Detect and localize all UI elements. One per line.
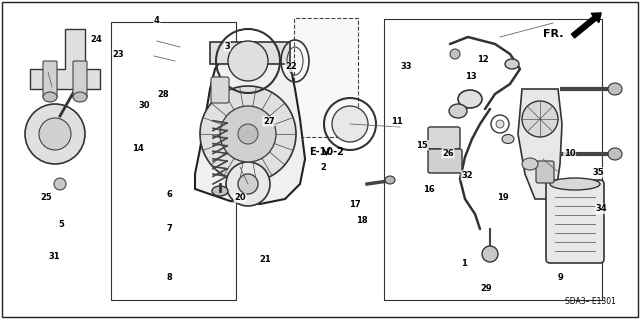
Text: 33: 33: [401, 63, 412, 71]
Ellipse shape: [505, 59, 519, 69]
Ellipse shape: [550, 178, 600, 190]
Text: 14: 14: [132, 144, 143, 153]
Text: 5: 5: [58, 220, 64, 229]
FancyBboxPatch shape: [211, 77, 229, 103]
Bar: [210, 42, 290, 64]
Ellipse shape: [502, 135, 514, 144]
Text: 9: 9: [557, 273, 563, 282]
Text: 22: 22: [285, 63, 297, 71]
FancyBboxPatch shape: [536, 161, 554, 183]
PathPatch shape: [195, 44, 305, 204]
Ellipse shape: [332, 106, 368, 142]
Text: 18: 18: [356, 216, 367, 225]
Text: SDA3– E1301: SDA3– E1301: [564, 296, 616, 306]
Text: 31: 31: [49, 252, 60, 261]
Text: 25: 25: [40, 193, 52, 202]
Text: 17: 17: [349, 200, 361, 209]
Text: 10: 10: [564, 149, 575, 158]
PathPatch shape: [518, 89, 562, 199]
Text: 30: 30: [138, 101, 150, 110]
Circle shape: [496, 120, 504, 128]
Text: 27: 27: [263, 117, 275, 126]
Text: 23: 23: [113, 50, 124, 59]
Text: 20: 20: [234, 193, 246, 202]
Text: 24: 24: [90, 35, 102, 44]
Bar: [294, 18, 358, 137]
Circle shape: [238, 124, 258, 144]
Ellipse shape: [449, 104, 467, 118]
FancyBboxPatch shape: [73, 61, 87, 98]
Ellipse shape: [385, 176, 395, 184]
Text: 29: 29: [481, 284, 492, 293]
Circle shape: [522, 101, 558, 137]
Text: 12: 12: [477, 55, 489, 63]
Text: 13: 13: [465, 72, 476, 81]
Circle shape: [238, 174, 258, 194]
FancyBboxPatch shape: [428, 127, 460, 149]
Bar: [384, 19, 602, 300]
PathPatch shape: [30, 29, 100, 89]
Circle shape: [226, 162, 270, 206]
Text: 19: 19: [497, 193, 508, 202]
Text: 34: 34: [596, 204, 607, 213]
Text: 26: 26: [442, 149, 454, 158]
Text: 21: 21: [260, 256, 271, 264]
Ellipse shape: [212, 186, 228, 196]
Text: 16: 16: [423, 185, 435, 194]
Text: 3: 3: [225, 42, 230, 51]
Circle shape: [450, 49, 460, 59]
Circle shape: [228, 41, 268, 81]
Text: 15: 15: [417, 141, 428, 150]
Text: 1: 1: [461, 259, 467, 268]
Bar: [111, 22, 236, 300]
Text: 4: 4: [154, 16, 160, 25]
Text: 7: 7: [167, 224, 172, 233]
Ellipse shape: [608, 148, 622, 160]
FancyBboxPatch shape: [428, 149, 462, 173]
Circle shape: [200, 86, 296, 182]
Text: 2: 2: [320, 163, 326, 172]
Ellipse shape: [458, 90, 482, 108]
Circle shape: [39, 118, 71, 150]
Circle shape: [220, 106, 276, 162]
Text: E-10-2: E-10-2: [309, 147, 344, 157]
Text: 11: 11: [391, 117, 403, 126]
Text: FR.: FR.: [543, 29, 563, 39]
FancyBboxPatch shape: [546, 180, 604, 263]
FancyBboxPatch shape: [43, 61, 57, 98]
Text: 6: 6: [166, 190, 173, 199]
Ellipse shape: [522, 158, 538, 170]
Ellipse shape: [608, 83, 622, 95]
FancyArrow shape: [572, 13, 601, 38]
Circle shape: [54, 178, 66, 190]
Circle shape: [25, 104, 85, 164]
Circle shape: [482, 246, 498, 262]
Ellipse shape: [43, 92, 57, 102]
Text: 35: 35: [593, 168, 604, 177]
Text: 8: 8: [167, 273, 172, 282]
Text: 28: 28: [157, 90, 169, 99]
Ellipse shape: [73, 92, 87, 102]
Text: 32: 32: [461, 171, 473, 180]
